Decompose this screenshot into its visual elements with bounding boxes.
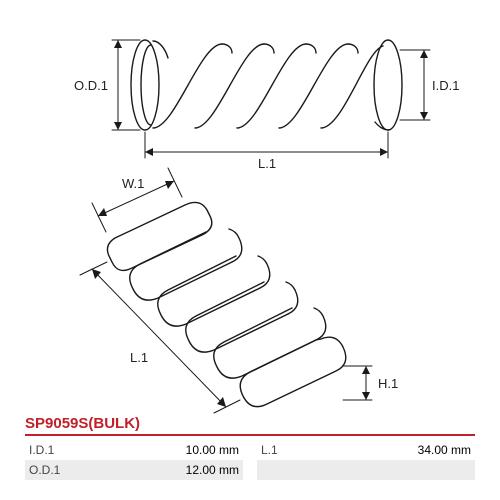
label-h1: H.1 [378,376,398,391]
spec-footer: SP9059S(BULK) I.D.1 10.00 mm L.1 34.00 m… [25,415,475,480]
label-w1: W.1 [122,176,144,191]
spec-row: O.D.1 12.00 mm [25,460,475,480]
spec-key [257,460,315,480]
spec-val: 34.00 mm [315,440,475,460]
technical-drawing: O.D.1 I.D.1 L.1 W.1 L.1 H.1 SP9059S(BULK… [0,0,500,500]
label-id1: I.D.1 [432,78,459,93]
spec-val [315,460,475,480]
spec-key: I.D.1 [25,440,83,460]
label-l1-bottom: L.1 [130,350,148,365]
spec-val: 12.00 mm [83,460,243,480]
spec-row: I.D.1 10.00 mm L.1 34.00 mm [25,440,475,460]
label-od1: O.D.1 [74,78,108,93]
spec-table: I.D.1 10.00 mm L.1 34.00 mm O.D.1 12.00 … [25,440,475,480]
spec-key: L.1 [257,440,315,460]
spec-key: O.D.1 [25,460,83,480]
spec-val: 10.00 mm [83,440,243,460]
label-l1-top: L.1 [258,156,276,171]
part-number: SP9059S(BULK) [25,415,475,436]
